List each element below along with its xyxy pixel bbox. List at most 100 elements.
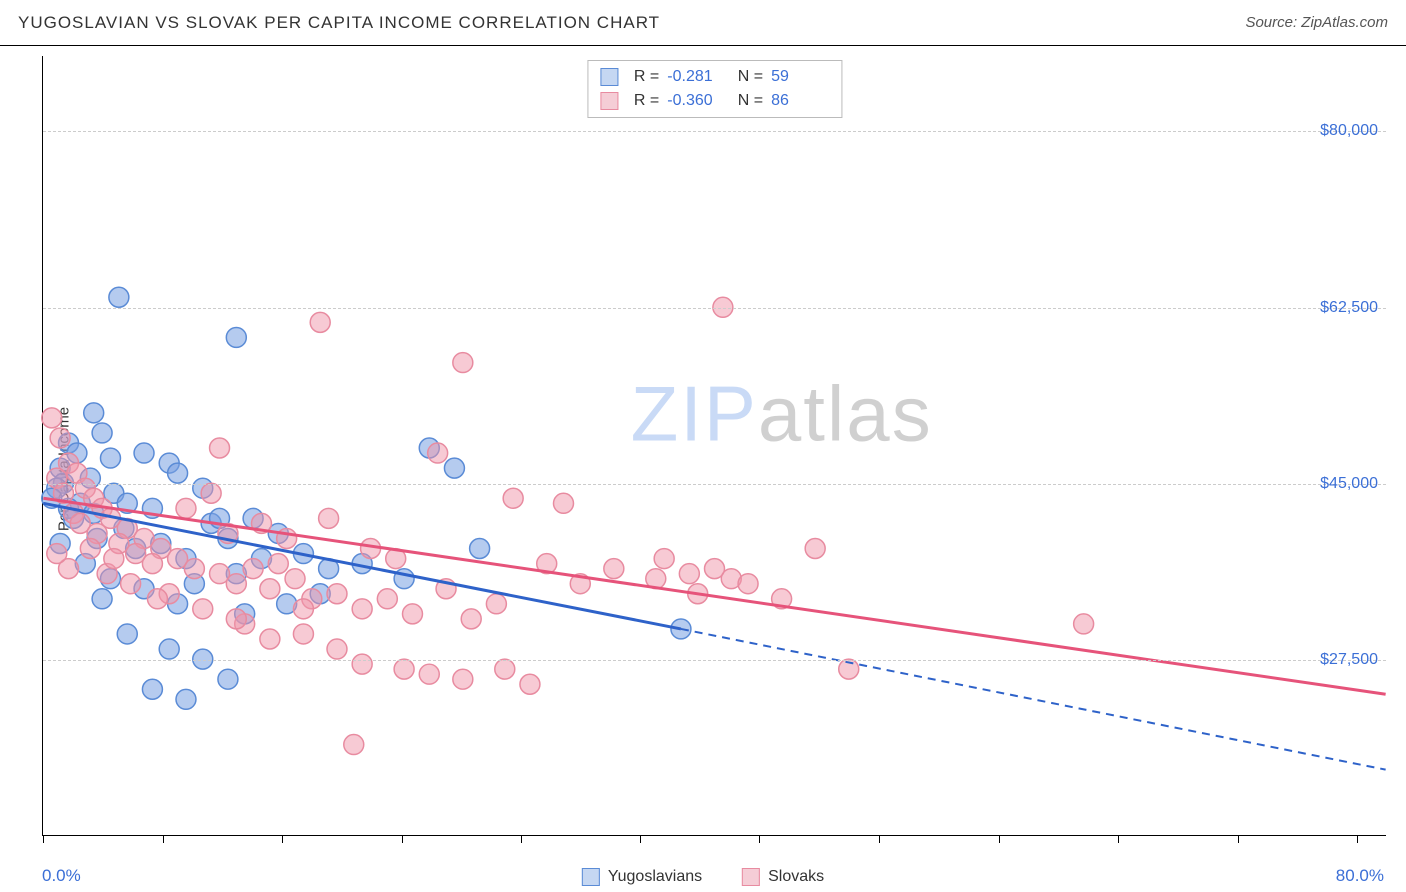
scatter-point bbox=[42, 408, 62, 428]
gridline bbox=[43, 308, 1386, 309]
legend-item: Yugoslavians bbox=[582, 868, 702, 886]
scatter-point bbox=[80, 539, 100, 559]
legend-label: Yugoslavians bbox=[608, 868, 702, 885]
scatter-point bbox=[327, 639, 347, 659]
scatter-point bbox=[218, 669, 238, 689]
scatter-point bbox=[117, 624, 137, 644]
stat-label: N = bbox=[733, 89, 763, 113]
scatter-point bbox=[285, 569, 305, 589]
scatter-point bbox=[310, 312, 330, 332]
y-tick-label: $45,000 bbox=[1320, 475, 1378, 493]
scatter-point bbox=[461, 609, 481, 629]
scatter-point bbox=[268, 554, 288, 574]
scatter-point bbox=[403, 604, 423, 624]
scatter-point bbox=[184, 559, 204, 579]
scatter-point bbox=[453, 669, 473, 689]
scatter-point bbox=[104, 549, 124, 569]
legend-swatch bbox=[742, 868, 760, 886]
stat-label: R = bbox=[634, 65, 659, 89]
stat-n-value: 59 bbox=[771, 65, 829, 89]
scatter-point bbox=[226, 574, 246, 594]
x-tick bbox=[402, 835, 403, 843]
scatter-point bbox=[344, 735, 364, 755]
scatter-point bbox=[176, 498, 196, 518]
scatter-point bbox=[520, 674, 540, 694]
x-tick bbox=[879, 835, 880, 843]
scatter-point bbox=[486, 594, 506, 614]
y-tick-label: $80,000 bbox=[1320, 122, 1378, 140]
scatter-point bbox=[168, 463, 188, 483]
scatter-point bbox=[377, 589, 397, 609]
chart-title: YUGOSLAVIAN VS SLOVAK PER CAPITA INCOME … bbox=[18, 13, 660, 33]
x-tick bbox=[759, 835, 760, 843]
scatter-point bbox=[92, 589, 112, 609]
scatter-point bbox=[260, 579, 280, 599]
scatter-point bbox=[554, 493, 574, 513]
plot-region: ZIPatlas R = -0.281 N =59R = -0.360 N =8… bbox=[42, 56, 1386, 836]
x-tick bbox=[1118, 835, 1119, 843]
scatter-point bbox=[47, 544, 67, 564]
scatter-point bbox=[176, 689, 196, 709]
scatter-point bbox=[92, 423, 112, 443]
scatter-point bbox=[121, 574, 141, 594]
scatter-point bbox=[134, 443, 154, 463]
scatter-point bbox=[738, 574, 758, 594]
scatter-point bbox=[147, 589, 167, 609]
gridline bbox=[43, 484, 1386, 485]
legend-label: Slovaks bbox=[768, 868, 824, 885]
scatter-point bbox=[293, 599, 313, 619]
scatter-point bbox=[293, 624, 313, 644]
stats-legend-row: R = -0.281 N =59 bbox=[600, 65, 829, 89]
scatter-point bbox=[226, 609, 246, 629]
scatter-point bbox=[352, 599, 372, 619]
scatter-point bbox=[243, 559, 263, 579]
scatter-point bbox=[470, 539, 490, 559]
scatter-point bbox=[327, 584, 347, 604]
scatter-point bbox=[679, 564, 699, 584]
scatter-point bbox=[495, 659, 515, 679]
chart-area: Per Capita Income ZIPatlas R = -0.281 N … bbox=[0, 46, 1406, 892]
chart-source: Source: ZipAtlas.com bbox=[1245, 14, 1388, 31]
trend-line-extrapolated bbox=[681, 629, 1386, 770]
scatter-point bbox=[319, 508, 339, 528]
scatter-point bbox=[705, 559, 725, 579]
x-tick bbox=[1357, 835, 1358, 843]
series-legend: Yugoslavians Slovaks bbox=[582, 868, 824, 886]
scatter-point bbox=[503, 488, 523, 508]
scatter-point bbox=[100, 448, 120, 468]
scatter-point bbox=[142, 679, 162, 699]
scatter-point bbox=[50, 428, 70, 448]
trend-line bbox=[43, 498, 1385, 694]
gridline bbox=[43, 131, 1386, 132]
x-tick bbox=[1238, 835, 1239, 843]
scatter-point bbox=[142, 554, 162, 574]
chart-header: YUGOSLAVIAN VS SLOVAK PER CAPITA INCOME … bbox=[0, 0, 1406, 46]
scatter-point bbox=[428, 443, 448, 463]
x-tick bbox=[521, 835, 522, 843]
scatter-point bbox=[453, 353, 473, 373]
scatter-point bbox=[193, 599, 213, 619]
scatter-point bbox=[352, 654, 372, 674]
legend-swatch bbox=[600, 92, 618, 110]
x-axis-max-label: 80.0% bbox=[1336, 866, 1384, 886]
stat-label: R = bbox=[634, 89, 659, 113]
scatter-point bbox=[159, 639, 179, 659]
scatter-point bbox=[1074, 614, 1094, 634]
scatter-point bbox=[805, 539, 825, 559]
scatter-point bbox=[604, 559, 624, 579]
legend-item: Slovaks bbox=[742, 868, 824, 886]
x-tick bbox=[163, 835, 164, 843]
gridline bbox=[43, 660, 1386, 661]
stat-n-value: 86 bbox=[771, 89, 829, 113]
y-tick-label: $62,500 bbox=[1320, 299, 1378, 317]
scatter-point bbox=[654, 549, 674, 569]
legend-swatch bbox=[600, 68, 618, 86]
stats-legend-row: R = -0.360 N = 86 bbox=[600, 89, 829, 113]
plot-svg bbox=[43, 56, 1386, 835]
stat-r-value: -0.360 bbox=[667, 89, 725, 113]
stats-legend: R = -0.281 N =59R = -0.360 N = 86 bbox=[587, 60, 842, 118]
scatter-point bbox=[210, 438, 230, 458]
x-tick bbox=[282, 835, 283, 843]
x-tick bbox=[999, 835, 1000, 843]
scatter-point bbox=[84, 403, 104, 423]
